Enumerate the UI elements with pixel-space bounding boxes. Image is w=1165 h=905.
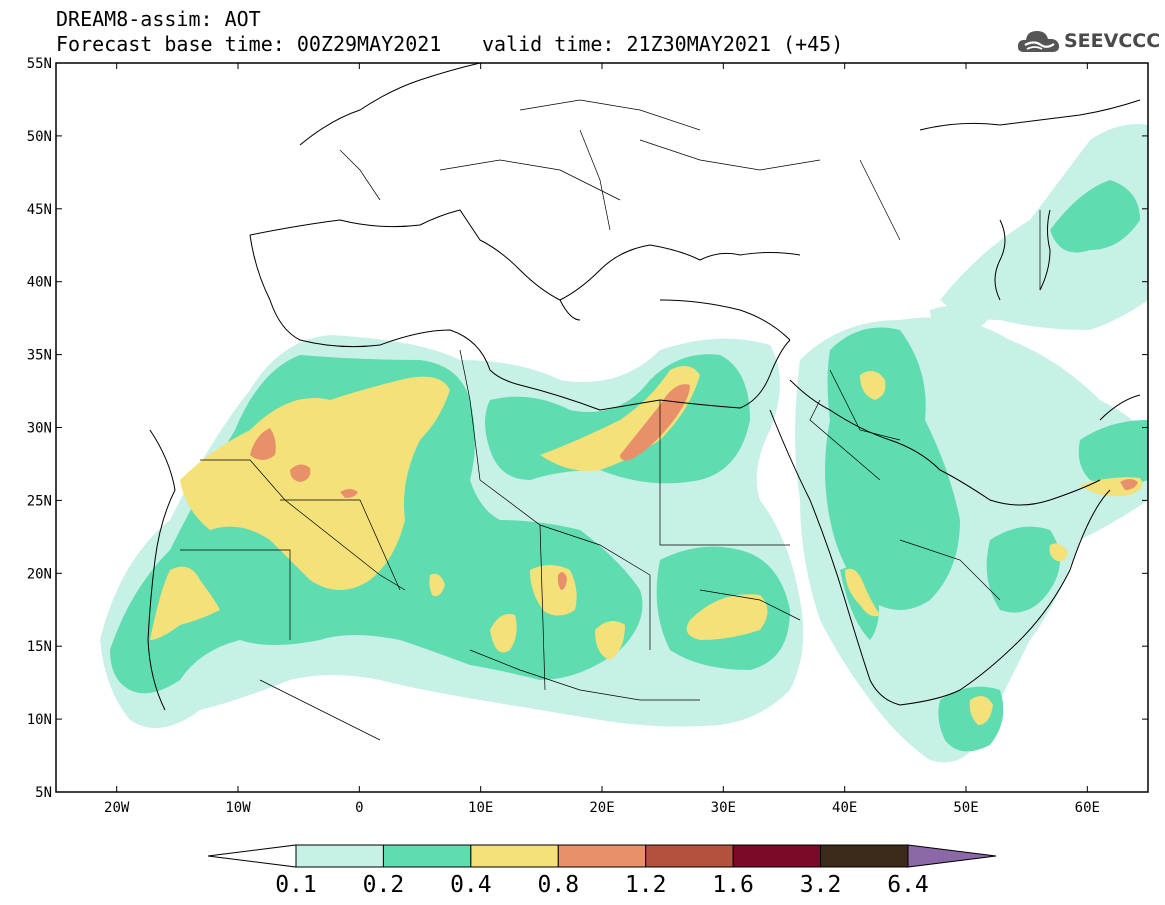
colorbar-level-label: 3.2 — [800, 872, 842, 898]
colorbar-min-arrow — [207, 844, 297, 868]
latitude-axis: 55N 50N 45N 40N 35N 30N 25N 20N 15N 10N 5N — [27, 56, 1148, 801]
lon-label: 40E — [832, 800, 857, 816]
seevccc-logo: SEEVCCC — [1016, 26, 1160, 56]
lat-label: 15N — [27, 639, 52, 655]
lon-label: 0 — [355, 800, 363, 816]
colorbar-swatch — [557, 844, 647, 868]
aot-band-0-4 — [150, 366, 1143, 725]
lat-label: 40N — [27, 275, 52, 291]
lon-label: 30E — [711, 800, 736, 816]
lat-label: 5N — [35, 785, 52, 801]
colorbar-level-label: 0.8 — [538, 872, 580, 898]
map-title: DREAM8-assim: AOT — [56, 7, 261, 31]
colorbar-swatch — [732, 844, 822, 868]
lat-label: 20N — [27, 566, 52, 582]
lon-label: 10E — [468, 800, 493, 816]
lat-label: 35N — [27, 348, 52, 364]
colorbar-swatch — [382, 844, 472, 868]
colorbar-level-label: 6.4 — [887, 872, 929, 898]
aot-band-0-8 — [250, 384, 1138, 590]
colorbar-swatch — [820, 844, 909, 868]
colorbar-level-label: 0.2 — [363, 872, 405, 898]
lon-label: 20W — [104, 800, 130, 816]
lon-label: 50E — [953, 800, 978, 816]
logo-text: SEEVCCC — [1064, 30, 1161, 52]
colorbar-swatch — [470, 844, 559, 868]
colorbar-max-arrow — [907, 844, 997, 868]
colorbar-level-label: 0.4 — [450, 872, 492, 898]
valid-time: valid time: 21Z30MAY2021 (+45) — [482, 32, 844, 56]
colorbar-level-label: 0.1 — [275, 872, 317, 898]
colorbar-level-label: 1.6 — [712, 872, 754, 898]
lat-label: 45N — [27, 202, 52, 218]
colorbar-level-label: 1.2 — [625, 872, 667, 898]
lat-label: 25N — [27, 493, 52, 509]
lat-label: 55N — [27, 56, 52, 72]
forecast-base-time: Forecast base time: 00Z29MAY2021 — [56, 32, 442, 56]
lon-label: 10W — [225, 800, 251, 816]
colorbar-swatch — [645, 844, 734, 868]
lon-label: 60E — [1075, 800, 1100, 816]
lon-label: 20E — [589, 800, 614, 816]
cloud-icon — [1017, 31, 1060, 52]
aot-field — [100, 124, 1148, 763]
country-borders — [180, 99, 1041, 741]
lat-label: 50N — [27, 129, 52, 145]
coastlines — [147, 63, 1141, 711]
colorbar-swatch — [295, 844, 384, 868]
longitude-axis: 20W 10W 0 10E 20E 30E 40E 50E 60E — [104, 63, 1100, 816]
lat-label: 30N — [27, 421, 52, 437]
lat-label: 10N — [27, 712, 52, 728]
